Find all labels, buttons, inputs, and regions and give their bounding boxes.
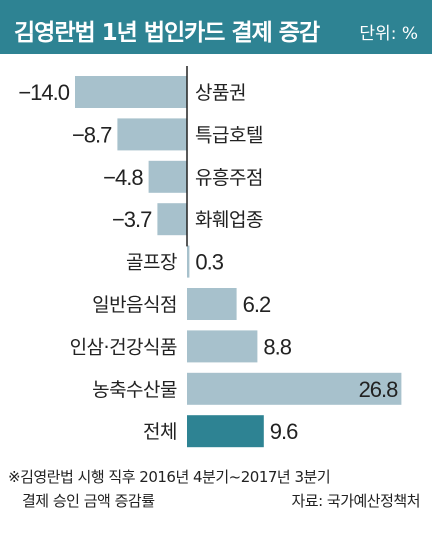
category-label-ginseng-health-food: 인삼·건강식품 — [70, 336, 177, 358]
chart-title: 김영란법 1년 법인카드 결제 증감 — [14, 20, 320, 46]
value-label-entertainment-bar: −4.8 — [103, 165, 143, 190]
category-label-gift-voucher: 상품권 — [195, 82, 246, 104]
bar-entertainment-bar — [148, 160, 187, 193]
category-label-restaurant: 일반음식점 — [92, 294, 177, 316]
bar-ginseng-health-food — [187, 330, 258, 363]
value-label-golf-course: 0.3 — [195, 250, 223, 275]
bar-agri-fishery — [187, 372, 402, 405]
value-label-agri-fishery: 26.8 — [359, 377, 399, 402]
category-label-agri-fishery: 농축수산물 — [92, 379, 177, 401]
bar-restaurant — [187, 288, 237, 320]
category-label-luxury-hotel: 특급호텔 — [195, 124, 263, 146]
value-label-flower-shop: −3.7 — [112, 207, 152, 232]
value-label-gift-voucher: −14.0 — [18, 80, 69, 105]
value-label-restaurant: 6.2 — [243, 292, 271, 317]
value-label-total: 9.6 — [270, 419, 298, 444]
bar-luxury-hotel — [117, 118, 187, 151]
category-label-golf-course: 골프장 — [126, 252, 177, 274]
bar-gift-voucher — [75, 76, 187, 108]
value-label-ginseng-health-food: 8.8 — [263, 334, 291, 359]
chart-header: 김영란법 1년 법인카드 결제 증감 단위: % — [0, 0, 432, 54]
bar-golf-course — [187, 245, 190, 278]
value-label-luxury-hotel: −8.7 — [72, 122, 112, 147]
category-label-entertainment-bar: 유흥주점 — [195, 167, 263, 189]
footnote-line-1: ※김영란법 시행 직후 2016년 4분기~2017년 3분기 — [8, 468, 331, 486]
footnote-line-2: 결제 승인 금액 증감률 — [22, 492, 155, 510]
category-label-flower-shop: 화훼업종 — [195, 209, 263, 231]
bar-total — [187, 415, 264, 448]
bar-flower-shop — [157, 203, 187, 236]
unit-label: 단위: % — [359, 24, 418, 44]
category-label-total: 전체 — [143, 421, 177, 443]
source-label: 자료: 국가예산정책처 — [291, 492, 420, 510]
bar-chart: 상품권 −14.0 특급호텔 −8.7 유흥주점 −4.8 화훼업종 −3.7 골프장 0.3 일반… — [18, 66, 402, 448]
